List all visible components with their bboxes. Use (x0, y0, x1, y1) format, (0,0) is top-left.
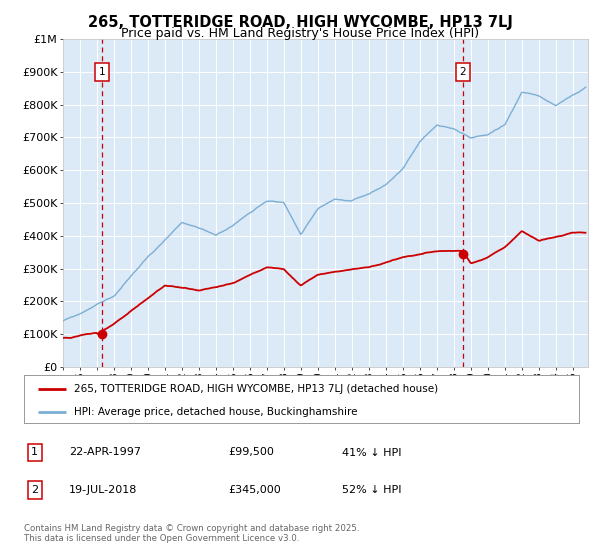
Text: 41% ↓ HPI: 41% ↓ HPI (342, 447, 401, 458)
Text: 265, TOTTERIDGE ROAD, HIGH WYCOMBE, HP13 7LJ (detached house): 265, TOTTERIDGE ROAD, HIGH WYCOMBE, HP13… (74, 384, 438, 394)
Text: 1: 1 (99, 67, 106, 77)
Text: 2: 2 (460, 67, 466, 77)
Text: 265, TOTTERIDGE ROAD, HIGH WYCOMBE, HP13 7LJ: 265, TOTTERIDGE ROAD, HIGH WYCOMBE, HP13… (88, 15, 512, 30)
Text: £99,500: £99,500 (228, 447, 274, 458)
Text: 19-JUL-2018: 19-JUL-2018 (69, 485, 137, 495)
Text: 22-APR-1997: 22-APR-1997 (69, 447, 141, 458)
Text: 1: 1 (31, 447, 38, 458)
Text: HPI: Average price, detached house, Buckinghamshire: HPI: Average price, detached house, Buck… (74, 407, 358, 417)
Text: 2: 2 (31, 485, 38, 495)
Text: 52% ↓ HPI: 52% ↓ HPI (342, 485, 401, 495)
Text: £345,000: £345,000 (228, 485, 281, 495)
Text: Price paid vs. HM Land Registry's House Price Index (HPI): Price paid vs. HM Land Registry's House … (121, 27, 479, 40)
Text: Contains HM Land Registry data © Crown copyright and database right 2025.
This d: Contains HM Land Registry data © Crown c… (24, 524, 359, 543)
